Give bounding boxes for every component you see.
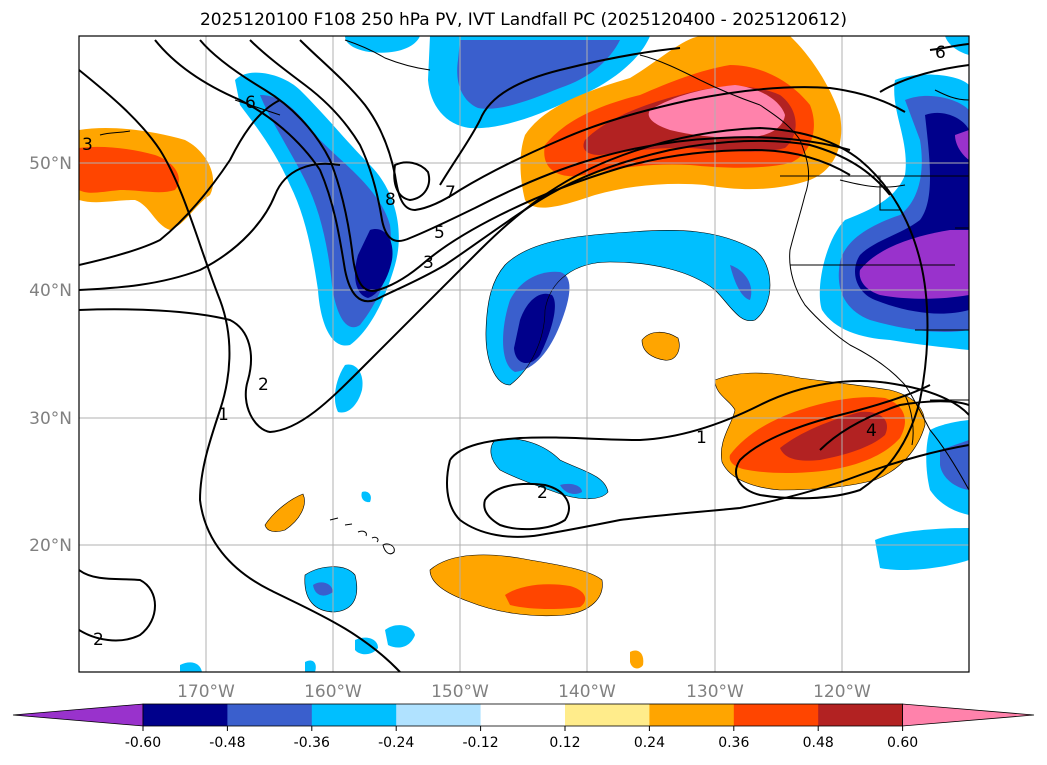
contour-label: 3 (423, 253, 434, 273)
colorbar-tick-label: 0.60 (887, 735, 918, 751)
lon-label: 120°W (813, 682, 871, 702)
colorbar-tick-label: 0.12 (549, 735, 580, 751)
lat-label: 40°N (29, 281, 72, 301)
contour-label: 6 (935, 43, 946, 63)
longitude-labels: 170°W 160°W 150°W 140°W 130°W 120°W (177, 682, 871, 702)
colorbar-segment (480, 704, 566, 726)
colorbar-segment (311, 704, 397, 726)
colorbar-segment (733, 704, 819, 726)
lon-label: 150°W (431, 682, 489, 702)
colorbar-segment (565, 704, 650, 726)
pv-contours (79, 39, 969, 672)
lon-label: 170°W (177, 682, 235, 702)
colorbar: -0.60 -0.48 -0.36 -0.24 -0.12 0.12 0.24 0.36 0.4… (12, 703, 1035, 751)
lat-label: 20°N (29, 536, 72, 556)
colorbar-segment (143, 704, 228, 726)
map-frame (78, 35, 970, 673)
contour-label: 6 (245, 93, 256, 113)
contour-label: 2 (258, 375, 269, 395)
colorbar-tick-label: 0.48 (803, 735, 834, 751)
map-panel: 6 8 7 5 3 3 2 1 1 2 2 4 6 (79, 36, 969, 672)
colorbar-tick-label: -0.36 (294, 735, 330, 751)
contour-label: 1 (218, 405, 229, 425)
positive-anomaly-shading (79, 36, 925, 669)
contour-label: 8 (385, 190, 396, 210)
contour-label: 5 (434, 223, 445, 243)
contour-label: 2 (93, 630, 104, 650)
colorbar-segment (818, 704, 904, 726)
colorbar-tick-label: -0.48 (209, 735, 245, 751)
lon-label: 140°W (558, 682, 616, 702)
lon-label: 160°W (304, 682, 362, 702)
contour-label: 4 (866, 421, 877, 441)
contour-label: 1 (696, 428, 707, 448)
contour-label: 2 (537, 483, 548, 503)
colorbar-tick-label: 0.24 (634, 735, 665, 751)
coastlines (99, 39, 969, 555)
colorbar-tick-label: -0.12 (462, 735, 498, 751)
contour-labels: 6 8 7 5 3 3 2 1 1 2 2 4 6 (82, 43, 946, 650)
colorbar-segment (396, 704, 482, 726)
colorbar-tick-label: -0.24 (378, 735, 414, 751)
contour-label: 7 (445, 183, 456, 203)
contour-label: 3 (82, 135, 93, 155)
map-title: 2025120100 F108 250 hPa PV, IVT Landfall… (199, 10, 847, 30)
lat-label: 30°N (29, 409, 72, 429)
colorbar-segment (227, 704, 313, 726)
colorbar-tick-label: 0.36 (718, 735, 749, 751)
colorbar-extend-high (902, 703, 1035, 727)
shading-outlines (264, 230, 926, 617)
latitude-labels: 50°N 40°N 30°N 20°N (29, 154, 72, 556)
colorbar-extend-low (12, 703, 144, 727)
colorbar-segment (649, 704, 735, 726)
colorbar-tick-label: -0.60 (125, 735, 161, 751)
colorbar-outline (142, 703, 903, 727)
lon-label: 130°W (686, 682, 744, 702)
lat-label: 50°N (29, 154, 72, 174)
